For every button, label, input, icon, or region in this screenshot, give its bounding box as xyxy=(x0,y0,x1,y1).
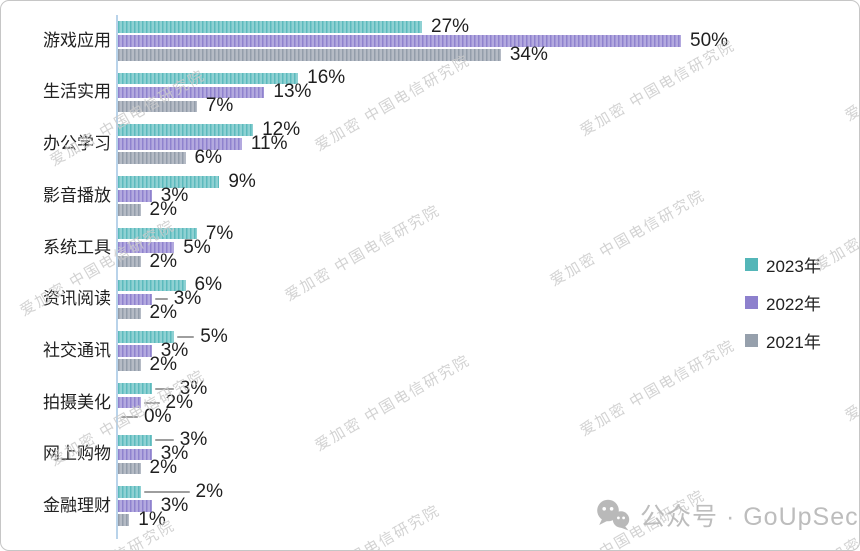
value-label: 13% xyxy=(273,81,312,103)
leader-line xyxy=(143,491,190,494)
value-label: 5% xyxy=(200,325,228,347)
value-label: 27% xyxy=(431,15,470,37)
bar-2021年-社交通讯 xyxy=(118,359,141,371)
legend-swatch xyxy=(745,295,758,309)
bar-2023年-系统工具 xyxy=(118,227,197,240)
bar-2022年-网上购物 xyxy=(118,448,152,461)
leader-line xyxy=(121,415,138,418)
bar-2021年-办公学习 xyxy=(118,152,186,164)
category-label: 网上购物 xyxy=(43,444,111,464)
value-label: 3% xyxy=(173,288,202,310)
bar-2022年-生活实用 xyxy=(118,86,265,99)
value-label: 6% xyxy=(194,274,223,296)
value-label: 2% xyxy=(149,353,177,375)
legend-item-2022年: 2022年 xyxy=(745,291,821,314)
category-label: 拍摄美化 xyxy=(43,392,111,412)
value-label: 1% xyxy=(138,509,166,531)
legend-swatch xyxy=(745,257,758,271)
value-label: 16% xyxy=(307,67,346,89)
legend-item-2023年: 2023年 xyxy=(745,253,821,276)
legend-label: 2022年 xyxy=(766,294,821,314)
value-label: 3% xyxy=(160,184,189,206)
bar-2022年-拍摄美化 xyxy=(118,396,141,409)
bar-2022年-办公学习 xyxy=(118,138,242,150)
value-label: 2% xyxy=(195,481,223,503)
value-label: 0% xyxy=(144,405,172,427)
value-label: 2% xyxy=(165,391,193,413)
bar-2021年-网上购物 xyxy=(118,462,141,475)
legend-label: 2021年 xyxy=(766,332,821,352)
bar-2023年-资讯阅读 xyxy=(118,279,186,291)
value-label: 7% xyxy=(205,222,234,244)
value-label: 3% xyxy=(160,339,189,361)
category-label: 游戏应用 xyxy=(43,30,111,50)
value-label: 7% xyxy=(205,95,234,117)
leader-line xyxy=(177,335,195,338)
value-label: 2% xyxy=(149,302,177,324)
bar-2021年-资讯阅读 xyxy=(118,307,141,319)
bar-2021年-生活实用 xyxy=(118,100,197,113)
bar-2023年-拍摄美化 xyxy=(118,382,152,395)
value-label: 3% xyxy=(160,495,189,517)
value-label: 2% xyxy=(149,198,177,220)
bar-2023年-生活实用 xyxy=(118,72,299,85)
legend-item-2021年: 2021年 xyxy=(745,329,821,352)
leader-line xyxy=(154,298,168,301)
value-label: 11% xyxy=(250,133,288,155)
bar-2022年-影音播放 xyxy=(118,190,152,202)
y-axis-line xyxy=(116,15,118,539)
legend-swatch xyxy=(745,333,758,347)
value-label: 5% xyxy=(183,236,211,258)
bar-2022年-游戏应用 xyxy=(118,35,681,47)
bar-2023年-网上购物 xyxy=(118,434,152,447)
bar-2023年-社交通讯 xyxy=(118,331,175,343)
leader-line xyxy=(154,439,174,442)
value-label: 3% xyxy=(179,377,208,399)
value-label: 2% xyxy=(149,250,177,272)
chart-legend: 2023年 2022年 2021年 xyxy=(745,253,821,367)
bar-2022年-系统工具 xyxy=(118,241,175,254)
bar-2023年-金融理财 xyxy=(118,486,141,498)
brand-label: 公众号 · GoUpSec xyxy=(640,503,859,531)
bar-2023年-影音播放 xyxy=(118,176,220,188)
wechat-brand: 公众号 · GoUpSec xyxy=(595,497,859,533)
bar-2022年-资讯阅读 xyxy=(118,293,152,305)
bar-2021年-系统工具 xyxy=(118,255,141,268)
legend-label: 2023年 xyxy=(766,256,821,276)
bar-2022年-金融理财 xyxy=(118,500,152,512)
category-label: 生活实用 xyxy=(43,82,111,102)
bar-2021年-影音播放 xyxy=(118,204,141,216)
value-label: 6% xyxy=(194,147,223,169)
value-label: 3% xyxy=(160,443,189,465)
value-label: 9% xyxy=(228,170,256,192)
bar-2023年-办公学习 xyxy=(118,124,254,136)
bar-2022年-社交通讯 xyxy=(118,345,152,357)
value-label: 3% xyxy=(179,429,208,451)
value-label: 50% xyxy=(690,29,729,51)
category-label: 办公学习 xyxy=(43,134,111,154)
category-label: 系统工具 xyxy=(43,237,111,257)
category-label: 社交通讯 xyxy=(43,340,111,360)
value-label: 34% xyxy=(509,43,548,65)
bar-2023年-游戏应用 xyxy=(118,21,423,33)
category-label: 影音播放 xyxy=(43,185,111,205)
leader-line xyxy=(154,387,174,390)
value-label: 12% xyxy=(262,119,301,141)
leader-line xyxy=(143,401,160,404)
bar-2021年-游戏应用 xyxy=(118,49,501,61)
bar-2021年-金融理财 xyxy=(118,514,130,526)
wechat-icon xyxy=(597,499,630,530)
category-label: 金融理财 xyxy=(43,496,111,516)
value-label: 2% xyxy=(149,457,177,479)
category-label: 资讯阅读 xyxy=(43,289,111,309)
